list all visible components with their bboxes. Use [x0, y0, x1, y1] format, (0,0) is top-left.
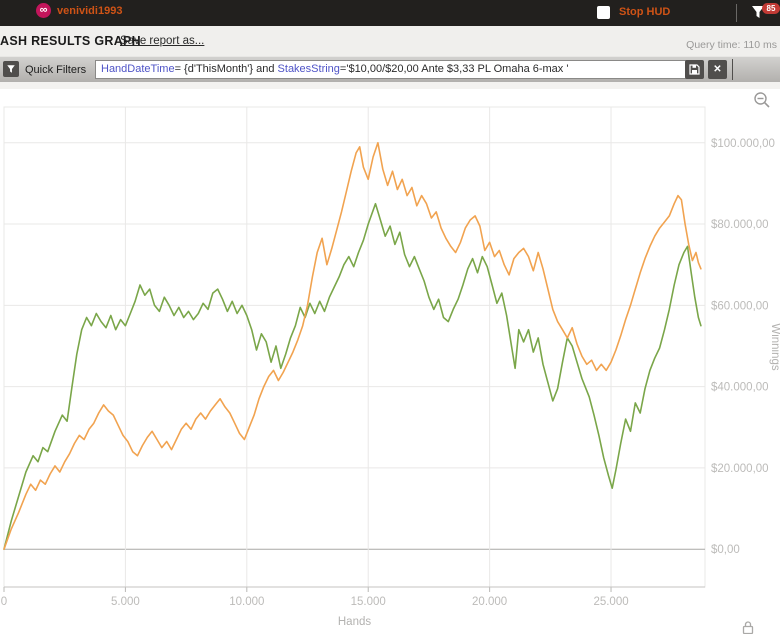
- save-filter-floppy-icon: [689, 64, 700, 75]
- filter-expression-text: ='$10,00/$20,00 Ante $3,33 PL Omaha 6-ma…: [339, 63, 569, 75]
- filter-keyword: HandDateTime: [101, 63, 175, 75]
- x-tick-label: 0: [1, 596, 7, 608]
- x-tick-label: 25.000: [593, 596, 628, 608]
- y-tick-label: $0,00: [711, 544, 740, 556]
- stop-hud-button[interactable]: Stop HUD: [619, 6, 671, 18]
- quick-filter-input[interactable]: HandDateTime= {d'ThisMonth'} and StakesS…: [95, 60, 688, 79]
- zoom-out-magnifier-icon[interactable]: [752, 90, 772, 115]
- username-label[interactable]: venividi1993: [57, 5, 123, 17]
- app-logo-icon: ∞: [36, 3, 51, 18]
- green-line: [3, 202, 702, 551]
- winnings-chart-canvas[interactable]: $0,00 $20.000,00 $40.000,00 $60.000,00 $80.0…: [0, 82, 780, 637]
- y-tick-label: $60.000,00: [711, 300, 769, 312]
- quick-filters-label: Quick Filters: [25, 64, 87, 76]
- y-axis-title: Winnings: [769, 323, 780, 371]
- query-time-label: Query time: 110 ms: [686, 39, 777, 51]
- quick-filter-bar: Quick Filters HandDateTime= {d'ThisMonth…: [0, 56, 780, 82]
- y-tick-label: $40.000,00: [711, 382, 769, 394]
- x-tick-label: 5.000: [111, 596, 140, 608]
- clear-filter-x-icon: ✕: [713, 64, 722, 75]
- save-filter-button[interactable]: [685, 60, 704, 79]
- quick-filter-funnel-icon[interactable]: [3, 61, 19, 77]
- filterbar-divider: [732, 59, 733, 80]
- report-toolbar: ASH RESULTS GRAPH Save report as... Quer…: [0, 26, 780, 56]
- clear-filter-button[interactable]: ✕: [708, 60, 727, 79]
- filter-funnel-icon[interactable]: [750, 4, 766, 25]
- save-report-link[interactable]: Save report as...: [120, 35, 205, 47]
- y-tick-label: $100.000,00: [711, 138, 775, 150]
- filter-expression-text: = {d'ThisMonth'} and: [174, 63, 278, 75]
- page-title: ASH RESULTS GRAPH: [0, 34, 141, 48]
- x-axis-title: Hands: [338, 616, 371, 628]
- plot-border: [3, 106, 706, 588]
- filter-count-badge: 85: [762, 3, 780, 14]
- lock-icon: [742, 621, 754, 639]
- x-tick-label: 20.000: [472, 596, 507, 608]
- y-tick-label: $20.000,00: [711, 463, 769, 475]
- hud-checkbox[interactable]: [597, 6, 610, 19]
- x-tick-label: 15.000: [351, 596, 386, 608]
- chart-top-strip: [0, 82, 780, 89]
- titlebar-divider: [736, 4, 737, 22]
- x-tick-label: 10.000: [229, 596, 264, 608]
- orange-line: [3, 141, 702, 551]
- filter-keyword: StakesString: [277, 63, 340, 75]
- titlebar: ∞ venividi1993 Stop HUD 85: [0, 0, 780, 26]
- results-graph[interactable]: $0,00 $20.000,00 $40.000,00 $60.000,00 $80.0…: [0, 82, 780, 637]
- y-tick-label: $80.000,00: [711, 219, 769, 231]
